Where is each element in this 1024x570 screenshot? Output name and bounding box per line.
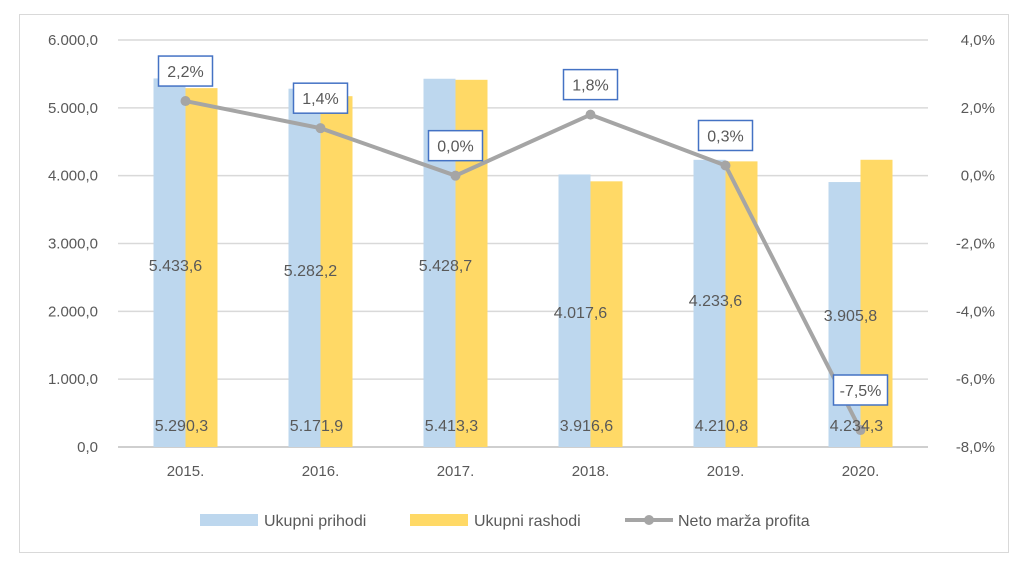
y-right-tick-label: 2,0%: [961, 100, 995, 117]
data-label-marza: 0,3%: [707, 128, 743, 145]
data-label-rashodi: 5.413,3: [425, 418, 478, 435]
x-tick-label: 2018.: [572, 463, 610, 480]
legend-label: Ukupni rashodi: [474, 513, 581, 530]
data-label-prihodi: 5.282,2: [284, 263, 337, 280]
y-left-tick-label: 6.000,0: [48, 32, 98, 49]
bar-ukupni-rashodi: [725, 161, 758, 447]
data-label-prihodi: 4.017,6: [554, 305, 607, 322]
data-label-marza: 1,4%: [302, 91, 338, 108]
legend-marker: [644, 515, 654, 525]
line-label-box: [427, 129, 484, 162]
data-label-rashodi: 4.210,8: [695, 418, 748, 435]
y-left-tick-label: 0,0: [77, 439, 98, 456]
bar-ukupni-rashodi: [320, 96, 353, 447]
line-point: [450, 170, 461, 181]
data-label-rashodi: 3.916,6: [560, 418, 613, 435]
x-tick-label: 2015.: [167, 463, 205, 480]
legend-swatch-prihodi: [200, 514, 258, 526]
line-point: [855, 425, 866, 436]
legend-swatch-rashodi: [410, 514, 468, 526]
y-left-tick-label: 4.000,0: [48, 168, 98, 185]
y-right-tick-label: -6,0%: [956, 371, 995, 388]
legend-label: Ukupni prihodi: [264, 513, 366, 530]
x-tick-label: 2016.: [302, 463, 340, 480]
bar-ukupni-rashodi: [590, 181, 623, 447]
y-right-tick-label: -4,0%: [956, 303, 995, 320]
line-label-box: [157, 55, 214, 87]
data-label-marza: 1,8%: [572, 78, 608, 95]
data-label-marza: 2,2%: [167, 64, 203, 81]
line-point: [720, 160, 731, 171]
line-label-box: [562, 68, 619, 101]
data-label-rashodi: 4.234,3: [830, 418, 883, 435]
line-neto-marza: [185, 99, 863, 431]
data-label-marza: 0,0%: [437, 139, 473, 156]
x-tick-label: 2019.: [707, 463, 745, 480]
legend-label: Neto marža profita: [678, 513, 810, 530]
y-right-tick-label: -2,0%: [956, 236, 995, 253]
bar-ukupni-prihodi: [153, 78, 186, 447]
line-point: [315, 123, 326, 134]
y-right-tick-label: 4,0%: [961, 32, 995, 49]
line-point: [585, 109, 596, 120]
data-label-rashodi: 5.171,9: [290, 418, 343, 435]
data-label-prihodi: 3.905,8: [824, 308, 877, 325]
bar-ukupni-prihodi: [558, 174, 591, 448]
bar-ukupni-rashodi: [185, 88, 218, 447]
y-right-tick-label: -8,0%: [956, 439, 995, 456]
line-point: [180, 96, 191, 107]
legend: Ukupni prihodi Ukupni rashodi Neto marža p…: [200, 513, 810, 530]
data-label-marza: -7,5%: [840, 383, 882, 400]
data-label-prihodi: 5.428,7: [419, 258, 472, 275]
y-left-tick-label: 2.000,0: [48, 303, 98, 320]
line-label-box: [697, 119, 754, 152]
data-label-rashodi: 5.290,3: [155, 418, 208, 435]
line-label-box: [832, 374, 889, 406]
bar-ukupni-prihodi: [288, 88, 321, 447]
data-label-prihodi: 4.233,6: [689, 293, 742, 310]
y-left-tick-label: 3.000,0: [48, 236, 98, 253]
bar-ukupni-prihodi: [693, 159, 726, 447]
line-label-box: [292, 82, 349, 114]
y-right-tick-label: 0,0%: [961, 168, 995, 185]
y-left-tick-label: 1.000,0: [48, 371, 98, 388]
data-label-prihodi: 5.433,6: [149, 258, 202, 275]
x-tick-label: 2017.: [437, 463, 475, 480]
y-left-tick-label: 5.000,0: [48, 100, 98, 117]
x-tick-label: 2020.: [842, 463, 880, 480]
